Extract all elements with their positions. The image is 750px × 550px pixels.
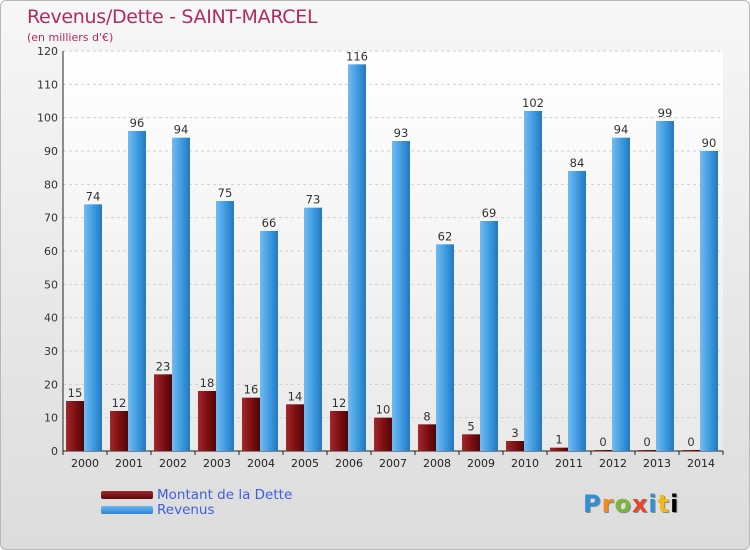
- bar-revenue: [84, 204, 102, 451]
- data-label-revenue: 94: [174, 123, 189, 137]
- data-label-debt: 12: [112, 396, 127, 410]
- data-label-debt: 0: [643, 435, 650, 449]
- y-tick-label: 120: [37, 45, 58, 58]
- bar-debt: [154, 374, 172, 451]
- x-tick-label: 2010: [511, 457, 539, 470]
- x-tick-label: 2001: [115, 457, 143, 470]
- data-label-revenue: 73: [306, 193, 321, 207]
- y-tick-label: 50: [44, 278, 58, 291]
- chart-subtitle: (en milliers d'€): [27, 31, 114, 44]
- bar-revenue: [216, 201, 234, 451]
- bar-revenue: [656, 121, 674, 451]
- bar-debt: [418, 424, 436, 451]
- y-tick-label: 70: [44, 212, 58, 225]
- data-label-debt: 15: [68, 386, 83, 400]
- bar-debt: [374, 417, 392, 451]
- data-label-revenue: 84: [570, 156, 585, 170]
- data-label-revenue: 69: [482, 206, 497, 220]
- bar-revenue: [480, 221, 498, 451]
- bar-debt: [638, 450, 656, 451]
- x-tick-label: 2000: [71, 457, 99, 470]
- data-label-debt: 1: [555, 433, 562, 447]
- x-tick-label: 2004: [247, 457, 275, 470]
- y-tick-label: 10: [44, 412, 58, 425]
- proxiti-logo: Proxiti: [583, 490, 680, 518]
- bar-revenue: [612, 137, 630, 451]
- data-label-revenue: 74: [86, 189, 101, 203]
- y-tick-label: 30: [44, 345, 58, 358]
- data-label-revenue: 94: [614, 123, 629, 137]
- bar-revenue: [128, 131, 146, 451]
- data-label-debt: 23: [156, 359, 171, 373]
- data-label-debt: 16: [244, 383, 259, 397]
- x-tick-label: 2009: [467, 457, 495, 470]
- bar-debt: [198, 391, 216, 451]
- x-tick-label: 2008: [423, 457, 451, 470]
- bar-debt: [330, 411, 348, 451]
- y-tick-label: 110: [37, 78, 58, 91]
- data-label-debt: 8: [423, 409, 430, 423]
- bar-debt: [110, 411, 128, 451]
- bar-debt: [242, 397, 260, 451]
- data-label-debt: 14: [288, 389, 303, 403]
- y-tick-label: 80: [44, 178, 58, 191]
- x-tick-label: 2005: [291, 457, 319, 470]
- data-label-revenue: 90: [702, 136, 717, 150]
- legend-label-revenue: Revenus: [157, 502, 215, 518]
- bar-debt: [66, 401, 84, 451]
- x-tick-label: 2014: [687, 457, 715, 470]
- data-label-debt: 18: [200, 376, 215, 390]
- data-label-debt: 0: [687, 435, 694, 449]
- bar-revenue: [436, 244, 454, 451]
- data-label-debt: 5: [467, 419, 474, 433]
- legend-label-debt: Montant de la Dette: [157, 487, 293, 503]
- bar-revenue: [172, 137, 190, 451]
- y-tick-label: 40: [44, 312, 58, 325]
- chart-title: Revenus/Dette - SAINT-MARCEL: [27, 6, 318, 28]
- bar-revenue: [260, 231, 278, 451]
- bar-debt: [462, 434, 480, 451]
- y-tick-label: 90: [44, 145, 58, 158]
- bar-debt: [594, 450, 612, 451]
- data-label-revenue: 102: [522, 96, 544, 110]
- y-tick-label: 100: [37, 112, 58, 125]
- x-tick-label: 2012: [599, 457, 627, 470]
- x-tick-label: 2013: [643, 457, 671, 470]
- x-tick-label: 2006: [335, 457, 363, 470]
- data-label-revenue: 75: [218, 186, 233, 200]
- bar-debt: [682, 450, 700, 451]
- bar-debt: [550, 447, 568, 451]
- bar-revenue: [304, 207, 322, 451]
- data-label-debt: 0: [599, 435, 606, 449]
- y-tick-label: 0: [51, 445, 58, 458]
- data-label-debt: 10: [376, 403, 391, 417]
- y-tick-label: 20: [44, 378, 58, 391]
- bar-revenue: [392, 141, 410, 451]
- data-label-revenue: 93: [394, 126, 409, 140]
- data-label-revenue: 66: [262, 216, 277, 230]
- bar-revenue: [700, 151, 718, 451]
- bar-debt: [286, 404, 304, 451]
- x-tick-label: 2007: [379, 457, 407, 470]
- data-label-debt: 12: [332, 396, 347, 410]
- bar-revenue: [348, 64, 366, 452]
- data-label-revenue: 99: [658, 106, 673, 120]
- data-label-debt: 3: [511, 426, 518, 440]
- bar-revenue: [568, 171, 586, 451]
- bar-revenue: [524, 111, 542, 451]
- x-tick-label: 2011: [555, 457, 583, 470]
- legend-swatch-debt: [101, 491, 153, 499]
- x-tick-label: 2003: [203, 457, 231, 470]
- data-label-revenue: 96: [130, 116, 145, 130]
- y-tick-label: 60: [44, 245, 58, 258]
- legend-swatch-revenue: [101, 506, 153, 514]
- x-tick-label: 2002: [159, 457, 187, 470]
- data-label-revenue: 62: [438, 229, 453, 243]
- data-label-revenue: 116: [346, 49, 368, 63]
- bar-debt: [506, 441, 524, 451]
